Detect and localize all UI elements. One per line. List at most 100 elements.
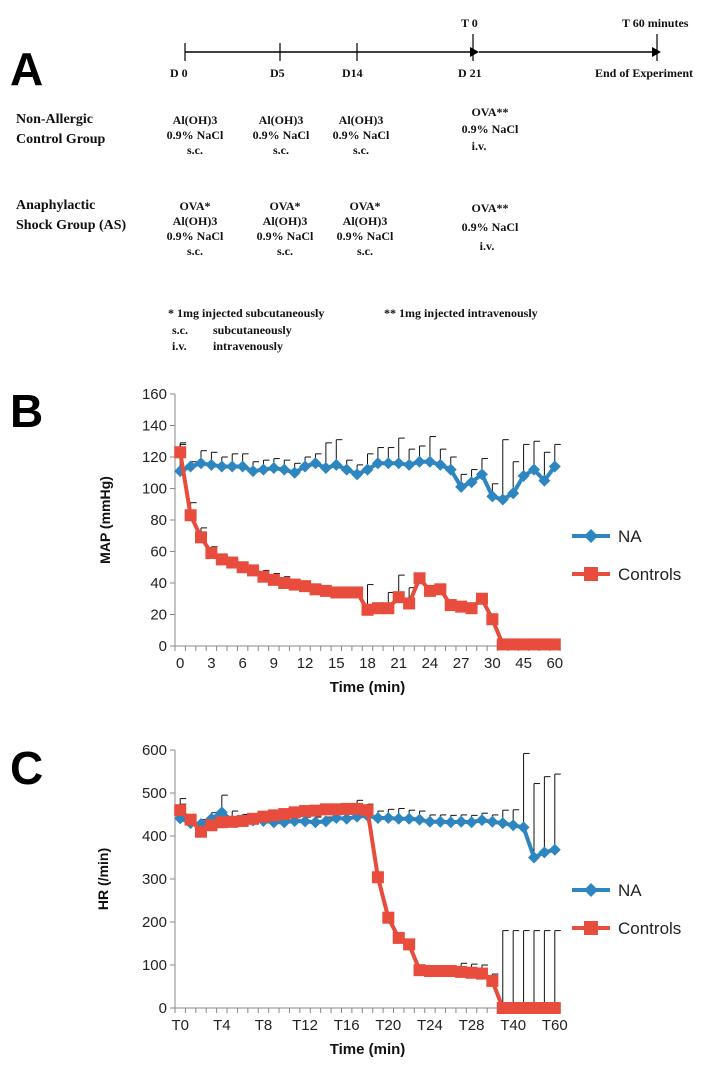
y-tick-label: 400 bbox=[142, 828, 167, 845]
data-point bbox=[423, 965, 436, 978]
data-point bbox=[538, 638, 551, 651]
data-point bbox=[299, 815, 312, 828]
data-point bbox=[517, 638, 530, 651]
data-point bbox=[371, 871, 384, 884]
data-point bbox=[434, 458, 447, 471]
group-name-line: Non-Allergic bbox=[16, 112, 93, 127]
abbreviation-full: intravenously bbox=[213, 339, 284, 353]
dose-line: s.c. bbox=[273, 143, 289, 157]
data-point bbox=[340, 463, 353, 476]
abbreviation-abbr: i.v. bbox=[172, 339, 187, 353]
dose-line: i.v. bbox=[471, 139, 487, 153]
x-tick-label: T8 bbox=[255, 1017, 273, 1034]
data-point bbox=[247, 564, 260, 577]
series-controls bbox=[174, 799, 561, 1014]
dose-line: Al(OH)3 bbox=[338, 113, 384, 127]
data-point bbox=[299, 460, 312, 473]
dose-line: OVA* bbox=[269, 199, 301, 213]
data-point bbox=[434, 815, 447, 828]
dose-line: 0.9% NaCl bbox=[256, 229, 314, 243]
dose-line: OVA* bbox=[179, 199, 211, 213]
x-tick-label: T24 bbox=[417, 1017, 443, 1034]
data-point bbox=[257, 463, 270, 476]
data-point bbox=[278, 808, 291, 821]
dose-line: Al(OH)3 bbox=[262, 214, 308, 228]
data-point bbox=[319, 815, 332, 828]
data-point bbox=[475, 592, 488, 605]
data-point bbox=[465, 966, 478, 979]
x-tick-label: 0 bbox=[176, 655, 184, 672]
data-point bbox=[475, 468, 488, 481]
data-point bbox=[226, 556, 239, 569]
dose-line: Al(OH)3 bbox=[172, 113, 218, 127]
data-point bbox=[527, 1002, 540, 1014]
data-point bbox=[403, 597, 416, 610]
data-point bbox=[236, 561, 249, 574]
data-point bbox=[267, 816, 280, 829]
data-point bbox=[382, 811, 395, 824]
data-point bbox=[340, 586, 353, 599]
x-tick-label: 60 bbox=[546, 655, 563, 672]
data-point bbox=[392, 812, 405, 825]
dose-line: 0.9% NaCl bbox=[252, 128, 310, 142]
data-point bbox=[184, 813, 197, 826]
data-point bbox=[403, 938, 416, 951]
panel-letter-c: C bbox=[10, 742, 44, 794]
x-axis-title: Time (min) bbox=[330, 1041, 406, 1058]
data-point bbox=[434, 965, 447, 978]
data-point bbox=[330, 458, 343, 471]
y-tick-label: 100 bbox=[142, 481, 167, 498]
data-point bbox=[527, 638, 540, 651]
data-point bbox=[538, 846, 551, 859]
data-point bbox=[486, 613, 499, 626]
dose-line: i.v. bbox=[479, 239, 495, 253]
data-point bbox=[382, 911, 395, 924]
data-point bbox=[444, 599, 457, 612]
data-point bbox=[475, 967, 488, 980]
y-tick-label: 40 bbox=[150, 575, 167, 592]
data-point bbox=[340, 812, 353, 825]
data-point bbox=[215, 806, 228, 819]
x-tick-label: 12 bbox=[297, 655, 314, 672]
x-tick-label: T4 bbox=[213, 1017, 231, 1034]
data-point bbox=[486, 815, 499, 828]
dose-cell: Al(OH)3 0.9% NaCl s.c. bbox=[321, 113, 401, 158]
data-point bbox=[205, 458, 218, 471]
data-point bbox=[174, 446, 187, 459]
legend-marker bbox=[584, 921, 598, 935]
data-point bbox=[330, 586, 343, 599]
group-name-line: Anaphylactic bbox=[16, 198, 96, 213]
data-point bbox=[475, 814, 488, 827]
day-label: D5 bbox=[270, 66, 285, 80]
data-point bbox=[226, 460, 239, 473]
data-point bbox=[267, 809, 280, 822]
x-tick-label: T60 bbox=[542, 1017, 568, 1034]
data-point bbox=[392, 457, 405, 470]
data-point bbox=[267, 462, 280, 475]
y-tick-label: 160 bbox=[142, 386, 167, 403]
data-point bbox=[205, 819, 218, 832]
data-point bbox=[382, 457, 395, 470]
legend-marker bbox=[584, 883, 598, 897]
series-line bbox=[178, 806, 555, 1010]
data-point bbox=[486, 974, 499, 987]
data-point bbox=[548, 460, 561, 473]
data-point bbox=[392, 591, 405, 604]
series-na bbox=[174, 436, 561, 506]
y-tick-label: 60 bbox=[150, 544, 167, 561]
dose-cell: OVA* Al(OH)3 0.9% NaCl s.c. bbox=[155, 199, 235, 259]
x-tick-label: 6 bbox=[238, 655, 246, 672]
dose-line: 0.9% NaCl bbox=[336, 229, 394, 243]
x-tick-label: 15 bbox=[328, 655, 345, 672]
data-point bbox=[351, 468, 364, 481]
y-axis-title: MAP (mmHg) bbox=[97, 476, 113, 564]
data-point bbox=[174, 804, 187, 817]
data-point bbox=[465, 816, 478, 829]
footnote-iv: ** 1mg injected intravenously bbox=[384, 306, 538, 320]
y-tick-label: 80 bbox=[150, 512, 167, 529]
data-point bbox=[340, 802, 353, 815]
data-point bbox=[288, 466, 301, 479]
data-point bbox=[517, 821, 530, 834]
day-label: D14 bbox=[342, 66, 363, 80]
data-point bbox=[309, 457, 322, 470]
